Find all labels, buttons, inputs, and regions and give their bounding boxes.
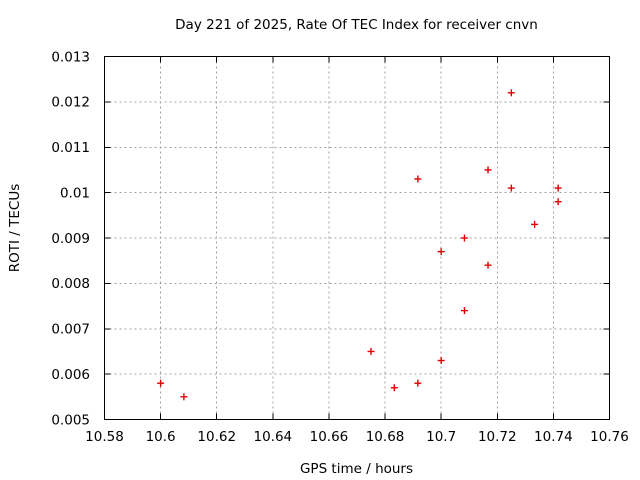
x-tick-label: 10.72 <box>478 429 517 445</box>
y-tick-label: 0.005 <box>51 412 90 428</box>
x-tick-label: 10.62 <box>197 429 236 445</box>
chart-title: Day 221 of 2025, Rate Of TEC Index for r… <box>175 17 538 33</box>
x-tick-label: 10.68 <box>366 429 405 445</box>
x-tick-label: 10.64 <box>254 429 293 445</box>
y-tick-label: 0.007 <box>51 322 90 338</box>
y-tick-label: 0.009 <box>51 231 90 247</box>
x-tick-label: 10.7 <box>426 429 456 445</box>
y-tick-label: 0.013 <box>51 49 90 65</box>
x-axis-label: GPS time / hours <box>299 461 414 477</box>
y-tick-label: 0.012 <box>51 95 90 111</box>
y-tick-label: 0.01 <box>60 185 90 201</box>
y-tick-label: 0.011 <box>51 140 90 156</box>
x-tick-label: 10.76 <box>590 429 629 445</box>
x-tick-label: 10.66 <box>310 429 349 445</box>
plot-frame <box>104 56 610 420</box>
x-tick-label: 10.58 <box>85 429 124 445</box>
x-tick-label: 10.6 <box>146 429 176 445</box>
y-tick-label: 0.006 <box>51 367 90 383</box>
y-tick-label: 0.008 <box>51 276 90 292</box>
x-tick-label: 10.74 <box>534 429 573 445</box>
